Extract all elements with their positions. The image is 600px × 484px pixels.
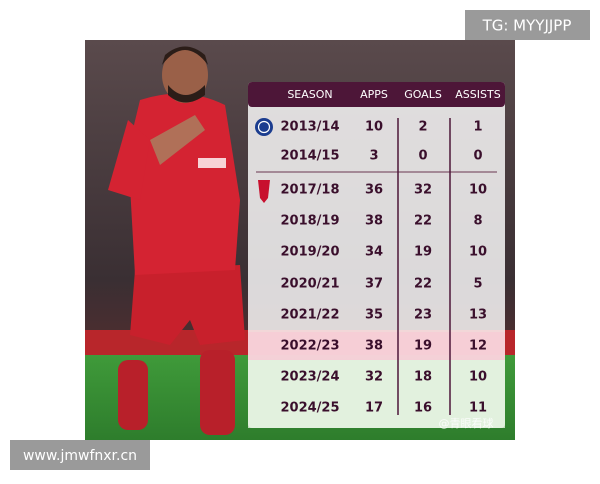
stat-cell: 10 [469, 370, 487, 385]
stat-cell: 10 [365, 120, 383, 135]
stat-cell: 37 [365, 277, 383, 292]
watermark-text: TG: MYYJJPP [482, 17, 572, 35]
stat-cell: 34 [365, 245, 383, 260]
stat-cell: 22 [414, 214, 432, 229]
season-cell: 2018/19 [280, 214, 339, 229]
stat-cell: 13 [469, 308, 487, 323]
season-cell: 2021/22 [280, 308, 339, 323]
season-cell: 2022/23 [280, 339, 339, 354]
stat-cell: 19 [414, 339, 432, 354]
stat-cell: 18 [414, 370, 432, 385]
stat-cell: 36 [365, 183, 383, 198]
season-cell: 2017/18 [280, 183, 339, 198]
stat-cell: 32 [414, 183, 432, 198]
season-cell: 2024/25 [280, 401, 339, 416]
stat-cell: 1 [473, 120, 482, 135]
stat-cell: 17 [365, 401, 383, 416]
stat-cell: 2 [418, 120, 427, 135]
stat-cell: 38 [365, 339, 383, 354]
player [108, 46, 245, 435]
stat-cell: 0 [418, 149, 427, 164]
watermark-text: www.jmwfnxr.cn [23, 448, 137, 464]
club-badge [255, 118, 273, 136]
stat-cell: 5 [473, 277, 482, 292]
stat-cell: 0 [473, 149, 482, 164]
stat-cell: 3 [369, 149, 378, 164]
stat-cell: 12 [469, 339, 487, 354]
stat-cell: 38 [365, 214, 383, 229]
stat-cell: 23 [414, 308, 432, 323]
season-cell: 2020/21 [280, 277, 339, 292]
season-cell: 2013/14 [280, 120, 339, 135]
column-header: SEASON [287, 88, 332, 101]
stats-panel [248, 82, 505, 428]
stat-cell: 11 [469, 401, 487, 416]
stat-cell: 32 [365, 370, 383, 385]
club-badge [258, 180, 270, 203]
stat-cell: 10 [469, 183, 487, 198]
stat-cell: 10 [469, 245, 487, 260]
stat-cell: 19 [414, 245, 432, 260]
credit: @青眼看球 [439, 416, 494, 430]
watermark-top: TG: MYYJJPP [465, 10, 590, 40]
season-cell: 2019/20 [280, 245, 339, 260]
watermark-bottom: www.jmwfnxr.cn [10, 440, 150, 470]
stat-cell: 8 [473, 214, 482, 229]
column-header: APPS [360, 88, 388, 101]
stat-cell: 22 [414, 277, 432, 292]
season-cell: 2023/24 [280, 370, 339, 385]
season-cell: 2014/15 [280, 149, 339, 164]
stat-cell: 35 [365, 308, 383, 323]
column-header: ASSISTS [455, 88, 500, 101]
column-header: GOALS [404, 88, 442, 101]
stat-cell: 16 [414, 401, 432, 416]
